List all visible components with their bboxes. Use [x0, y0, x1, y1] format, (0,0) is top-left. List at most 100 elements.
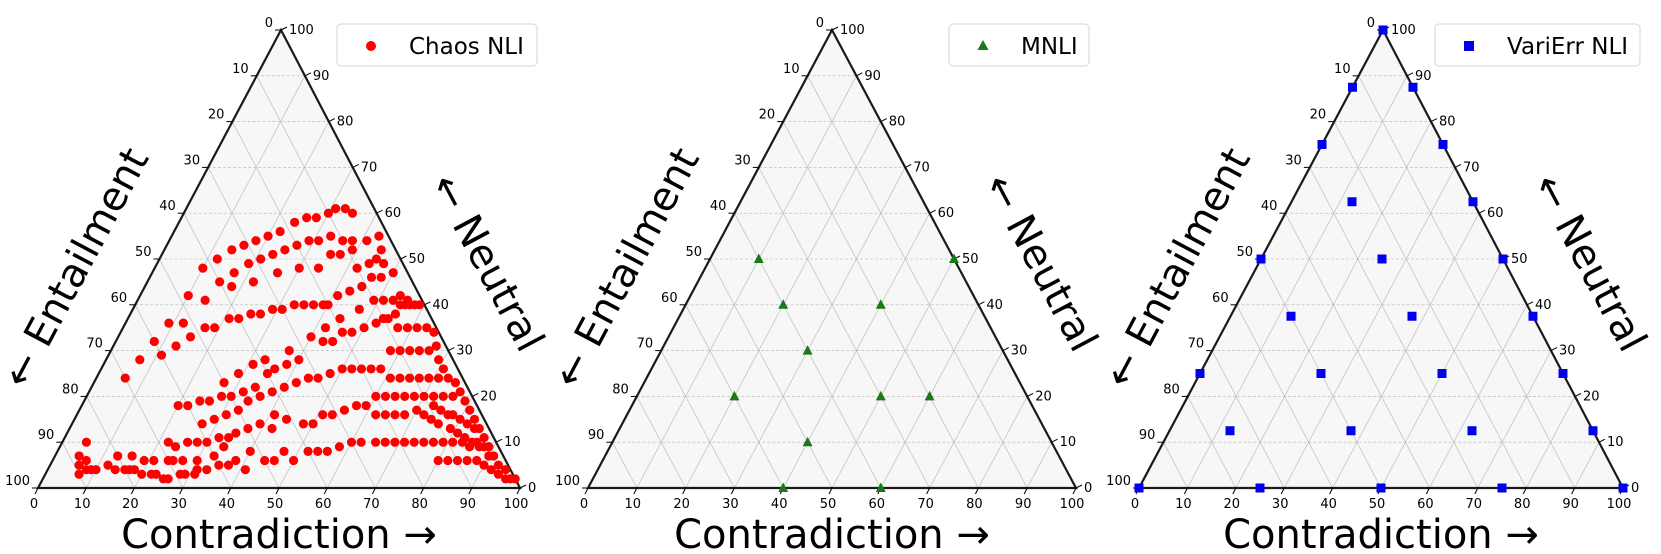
tick: [1051, 438, 1058, 443]
tick-label-neutral: 40: [1535, 298, 1552, 313]
data-point: [256, 254, 266, 264]
data-point: [412, 323, 422, 333]
data-point: [195, 396, 205, 406]
tick-label-neutral: 80: [337, 115, 354, 130]
tick-label-contradiction: 20: [1224, 497, 1241, 512]
data-point: [314, 236, 324, 246]
data-point: [402, 295, 413, 305]
tick-label-contradiction: 80: [1514, 497, 1531, 512]
gridline: [978, 396, 1028, 489]
data-point: [183, 400, 193, 411]
data-point: [149, 455, 159, 466]
data-point: [175, 469, 185, 479]
data-point: [248, 359, 258, 369]
data-point: [231, 428, 241, 438]
tick-label-contradiction: 90: [1562, 497, 1579, 512]
data-point: [322, 446, 332, 456]
tick: [448, 347, 455, 352]
tick: [1183, 487, 1188, 495]
data-point: [357, 281, 367, 292]
data-point: [426, 414, 436, 424]
data-point: [1438, 140, 1448, 149]
data-point: [388, 295, 398, 305]
data-point: [183, 291, 193, 301]
tick-label-neutral: 20: [480, 389, 497, 404]
gridline: [612, 442, 638, 489]
tick-label-neutral: 70: [1463, 160, 1480, 175]
data-point: [149, 336, 159, 347]
tick-label-entailment: 40: [1261, 199, 1278, 214]
tick-label-neutral: 10: [1607, 435, 1624, 450]
data-point: [433, 419, 443, 429]
data-point: [74, 460, 84, 470]
tick-label-contradiction: 60: [869, 497, 886, 512]
data-point: [164, 318, 174, 328]
tick-label-contradiction: 0: [30, 497, 38, 512]
tick-label-entailment: 30: [734, 153, 751, 168]
data-point: [510, 474, 520, 484]
data-point: [245, 446, 255, 456]
axis-title-neutral: ← Neutral: [421, 167, 553, 360]
tick-label-contradiction: 100: [1607, 497, 1632, 512]
data-point: [292, 240, 302, 250]
data-point: [366, 272, 377, 282]
legend-label: Chaos NLI: [409, 34, 524, 60]
data-point: [472, 455, 482, 466]
tick-label-neutral: 90: [864, 69, 881, 84]
tick-label-entailment: 80: [612, 382, 629, 397]
data-point: [414, 373, 424, 383]
tick-label-entailment: 0: [265, 16, 273, 31]
tick: [1232, 487, 1237, 495]
tick: [1550, 347, 1558, 352]
data-point: [313, 446, 323, 456]
data-point: [448, 437, 458, 447]
data-point: [313, 263, 324, 273]
data-point: [424, 373, 434, 383]
tick-label-entailment: 0: [1367, 16, 1375, 31]
data-point: [263, 231, 273, 241]
data-point: [443, 373, 453, 383]
tick: [519, 484, 527, 489]
gridline: [758, 167, 930, 489]
data-point: [875, 482, 886, 492]
data-point: [311, 213, 321, 223]
data-point: [331, 204, 341, 214]
data-point: [248, 277, 258, 287]
data-point: [443, 410, 453, 420]
data-point: [335, 249, 345, 260]
data-point: [431, 341, 441, 351]
gridline: [1211, 350, 1285, 489]
data-point: [347, 364, 357, 374]
data-point: [238, 387, 248, 397]
data-point: [486, 465, 496, 475]
data-point: [210, 323, 220, 333]
tick-label-entailment: 50: [135, 245, 152, 260]
data-point: [455, 387, 465, 397]
data-point: [402, 323, 413, 333]
data-point: [484, 451, 494, 461]
tick-label-contradiction: 30: [170, 497, 187, 512]
tick: [1454, 163, 1462, 168]
data-point: [212, 254, 222, 264]
data-point: [113, 451, 123, 461]
legend-box: [336, 23, 538, 67]
data-point: [347, 236, 357, 246]
data-point: [436, 405, 446, 415]
data-point: [306, 332, 316, 342]
data-point: [269, 410, 280, 420]
tick: [1526, 301, 1534, 306]
tick-label-neutral: 0: [1084, 481, 1092, 496]
tick-label-contradiction: 10: [1175, 497, 1192, 512]
data-point: [433, 455, 443, 466]
tick-label-neutral: 100: [1391, 23, 1416, 38]
tick-label-entailment: 70: [637, 337, 654, 352]
data-point: [335, 313, 345, 324]
tick-label-neutral: 100: [840, 23, 865, 38]
data-point: [395, 346, 405, 356]
tick-label-entailment: 10: [232, 62, 249, 77]
gridline: [182, 167, 353, 489]
tick-label-entailment: 70: [86, 337, 103, 352]
data-point: [209, 414, 219, 424]
data-point: [371, 437, 381, 447]
legend: Chaos NLI: [336, 23, 538, 67]
